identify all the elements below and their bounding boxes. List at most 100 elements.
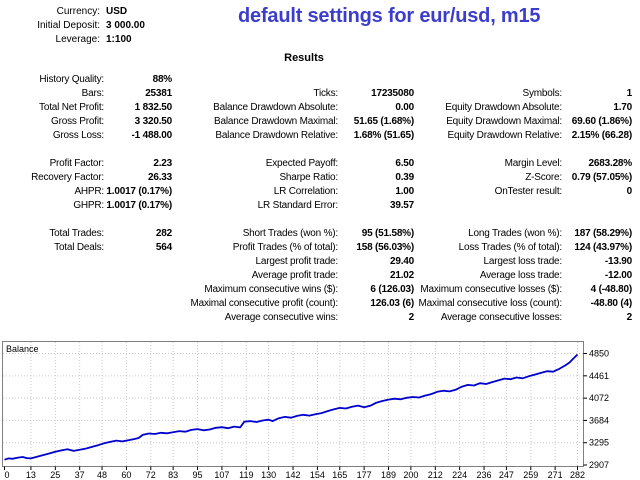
result-label: Maximum consecutive losses ($):	[420, 283, 562, 295]
result-label: Ticks:	[313, 87, 338, 99]
result-row: Maximal consecutive profit (count): 126.0…	[4, 296, 632, 310]
result-value: 1.00	[395, 185, 414, 197]
result-label: Average loss trade:	[479, 269, 562, 281]
result-label: AHPR:	[74, 185, 104, 197]
result-value: -1 488.00	[131, 129, 173, 141]
x-tick-label: 212	[428, 470, 443, 480]
result-value: 2.23	[153, 157, 172, 169]
result-row: Total Trades: 282 Short Trades (won %): 95 …	[4, 226, 632, 240]
x-tick-label: 142	[286, 470, 301, 480]
results-heading: Results	[284, 52, 324, 64]
result-row: Average consecutive wins: 2 Average consec…	[4, 310, 632, 324]
result-value: -12.00	[604, 269, 632, 281]
result-label: Short Trades (won %):	[242, 227, 338, 239]
result-value: 6.50	[395, 157, 414, 169]
result-label: Gross Loss:	[52, 129, 104, 141]
result-label: Symbols:	[522, 87, 562, 99]
x-tick-label: 0	[5, 470, 10, 480]
result-value: 564	[155, 241, 172, 253]
x-tick-label: 130	[261, 470, 276, 480]
x-tick-label: 200	[403, 470, 418, 480]
result-label: LR Correlation:	[273, 185, 338, 197]
x-tick-label: 119	[239, 470, 253, 480]
account-info-row: Initial Deposit: 3 000.00	[0, 18, 145, 32]
result-value: 39.57	[389, 199, 414, 211]
result-value: 0.79 (57.05%)	[571, 171, 632, 183]
result-value: 2	[408, 311, 415, 323]
result-label: Largest profit trade:	[255, 255, 338, 267]
results-section: Total Trades: 282 Short Trades (won %): 95 …	[4, 226, 632, 324]
result-label: Average consecutive losses:	[440, 311, 562, 323]
result-value: 2	[626, 311, 633, 323]
result-value: 282	[155, 227, 172, 239]
result-label: Average consecutive wins:	[224, 311, 338, 323]
balance-chart: 2907 3295 3684 4072 4461 4850 0 13 25 37 48 60 72 83 9…	[2, 341, 638, 480]
result-label: Gross Profit:	[51, 115, 104, 127]
result-row: Profit Factor: 2.23 Expected Payoff: 6.50 Ma…	[4, 156, 633, 170]
result-row: Total Deals: 564 Profit Trades (% of total…	[4, 240, 632, 254]
result-value: 1 832.50	[134, 101, 173, 113]
result-label: Profit Trades (% of total):	[232, 241, 338, 253]
result-label: Loss Trades (% of total):	[458, 241, 563, 253]
account-info-label: Leverage:	[55, 33, 100, 45]
result-label: Balance Drawdown Maximal:	[214, 115, 338, 127]
result-label: Balance Drawdown Relative:	[215, 129, 338, 141]
x-tick-label: 236	[477, 470, 492, 480]
x-tick-label: 224	[452, 470, 467, 480]
result-label: Total Deals:	[54, 241, 104, 253]
result-value: 26.33	[147, 171, 172, 183]
result-row: Average profit trade: 21.02 Average loss t…	[4, 268, 632, 282]
x-tick-label: 247	[499, 470, 514, 480]
x-tick-label: 37	[75, 470, 85, 480]
result-row: Gross Loss: -1 488.00 Balance Drawdown Rel…	[4, 128, 632, 142]
account-info-label: Initial Deposit:	[37, 19, 100, 31]
result-value: 6 (126.03)	[370, 283, 414, 295]
result-row: Total Net Profit: 1 832.50 Balance Drawdow…	[4, 100, 632, 114]
account-info-label: Currency:	[56, 5, 100, 17]
y-tick-label: 4461	[589, 371, 609, 381]
result-value: -13.90	[604, 255, 632, 267]
result-row: Bars: 25381 Ticks: 17235080 Symbols: 1	[4, 86, 633, 100]
result-label: Sharpe Ratio:	[279, 171, 338, 183]
result-value: 187 (58.29%)	[574, 227, 632, 239]
result-value: 158 (56.03%)	[356, 241, 414, 253]
result-label: LR Standard Error:	[257, 199, 339, 211]
result-label: Recovery Factor:	[31, 171, 104, 183]
x-tick-label: 13	[26, 470, 36, 480]
account-info: Currency: USD Initial Deposit: 3 000.00 Leve…	[0, 4, 145, 46]
result-label: OnTester result:	[494, 185, 563, 197]
y-tick-label: 4072	[589, 393, 609, 403]
result-row: Maximum consecutive wins ($): 6 (126.03) M…	[4, 282, 632, 296]
result-label: Maximal consecutive loss (count):	[418, 297, 563, 309]
account-info-row: Currency: USD	[0, 4, 145, 18]
result-value: 4 (-48.80)	[590, 283, 633, 295]
result-row: GHPR: 1.0017 (0.17%) LR Standard Error: 39.…	[4, 198, 632, 212]
result-value: 126.03 (6)	[370, 297, 414, 309]
result-value: 1.0017 (0.17%)	[106, 199, 172, 211]
result-value: -48.80 (4)	[590, 297, 633, 309]
y-tick-label: 3295	[589, 438, 609, 448]
x-tick-label: 107	[214, 470, 229, 480]
result-label: Balance Drawdown Absolute:	[213, 101, 338, 113]
result-value: 1.70	[613, 101, 632, 113]
x-tick-label: 154	[310, 470, 325, 480]
results-section: Profit Factor: 2.23 Expected Payoff: 6.50 Ma…	[4, 156, 632, 212]
result-row: Recovery Factor: 26.33 Sharpe Ratio: 0.39 Z-…	[4, 170, 632, 184]
result-value: 29.40	[389, 255, 414, 267]
account-info-value: USD	[106, 5, 128, 17]
account-info-value: 3 000.00	[106, 19, 145, 31]
result-label: Average profit trade:	[251, 269, 338, 281]
results-section: History Quality: 88% Bars: 25381 Ticks: 17235…	[4, 72, 632, 142]
result-row: AHPR: 1.0017 (0.17%) LR Correlation: 1.00 On…	[4, 184, 632, 198]
result-value: 17235080	[371, 87, 414, 99]
result-row: History Quality: 88%	[4, 72, 632, 86]
result-value: 25381	[145, 87, 172, 99]
result-value: 2.15% (66.28)	[571, 129, 632, 141]
result-label: Long Trades (won %):	[468, 227, 562, 239]
result-value: 3 320.50	[134, 115, 173, 127]
result-value: 0.00	[395, 101, 414, 113]
report-title: default settings for eur/usd, m15	[238, 5, 541, 27]
result-label: Total Trades:	[49, 227, 104, 239]
result-label: History Quality:	[39, 73, 104, 85]
